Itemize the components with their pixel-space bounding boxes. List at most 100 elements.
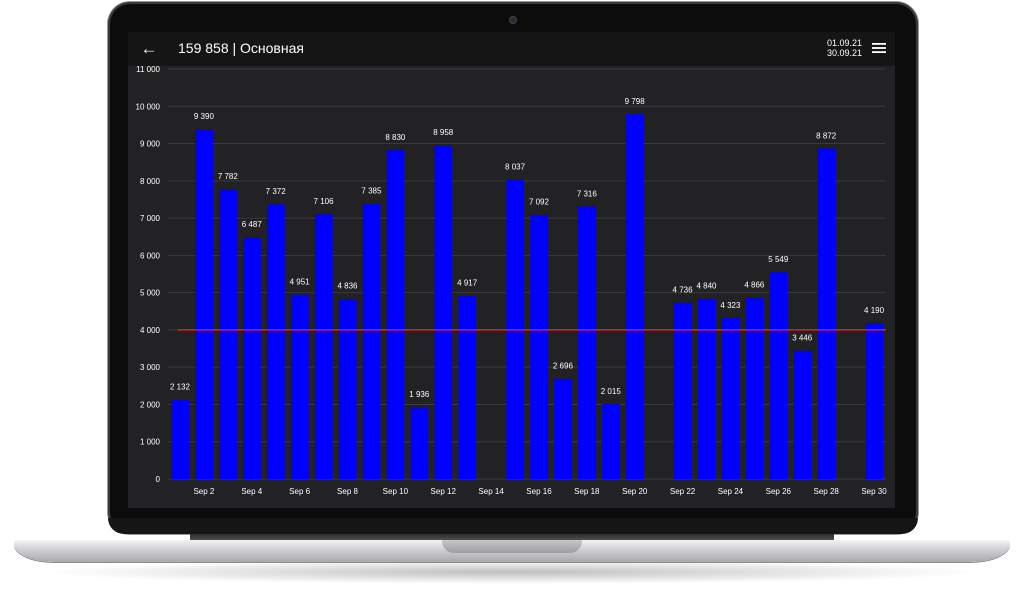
bar[interactable] <box>625 113 644 479</box>
bar[interactable] <box>721 317 740 479</box>
bar[interactable] <box>793 350 812 479</box>
date-from: 01.09.21 <box>826 38 862 48</box>
bar-value-label: 8 872 <box>816 131 837 140</box>
date-to: 30.09.21 <box>826 48 862 58</box>
bar-value-label: 8 958 <box>433 128 454 137</box>
bar-value-label: 3 446 <box>792 334 813 343</box>
bar-value-label: 9 798 <box>625 97 646 106</box>
bar[interactable] <box>506 179 524 479</box>
bar-value-label: 7 316 <box>577 189 598 198</box>
date-range[interactable]: 01.09.21 30.09.21 <box>827 38 862 58</box>
x-tick-label: Sep 10 <box>383 487 409 496</box>
y-tick-label: 0 <box>156 475 161 484</box>
bar-value-label: 9 390 <box>194 112 215 121</box>
laptop-shadow <box>40 560 984 584</box>
bottom-bezel <box>108 518 918 534</box>
x-tick-label: Sep 24 <box>718 487 744 496</box>
bar-value-label: 7 106 <box>314 197 335 206</box>
bar-value-label: 5 549 <box>768 255 789 264</box>
bar-value-label: 8 037 <box>505 162 526 171</box>
app-bar: ← 159 858 | Основная 01.09.21 30.09.21 <box>128 32 895 66</box>
bar[interactable] <box>171 399 189 479</box>
x-tick-label: Sep 26 <box>766 487 792 496</box>
bar[interactable] <box>817 148 836 480</box>
bar[interactable] <box>554 378 572 479</box>
laptop-notch <box>442 540 582 553</box>
bar[interactable] <box>745 297 764 479</box>
x-tick-label: Sep 14 <box>478 487 504 496</box>
y-tick-label: 3 000 <box>140 363 161 372</box>
bar[interactable] <box>673 302 692 479</box>
bar-value-label: 4 951 <box>290 277 311 286</box>
bar[interactable] <box>195 129 213 479</box>
x-tick-label: Sep 16 <box>526 487 552 496</box>
x-tick-label: Sep 18 <box>574 487 600 496</box>
bar-value-label: 2 015 <box>601 387 622 396</box>
y-tick-label: 11 000 <box>136 66 160 74</box>
bar[interactable] <box>434 145 453 479</box>
y-tick-label: 4 000 <box>140 326 161 335</box>
x-tick-label: Sep 30 <box>861 487 887 496</box>
laptop-lid: ← 159 858 | Основная 01.09.21 30.09.21 0… <box>108 2 918 534</box>
bar-value-label: 2 696 <box>553 362 574 371</box>
bar[interactable] <box>697 298 716 479</box>
y-axis: 0 1 000 2 000 3 000 4 000 5 000 6 000 7 000 8 00… <box>136 66 161 484</box>
bar-value-label: 4 323 <box>720 301 741 310</box>
page-title: 159 858 | Основная <box>178 40 304 56</box>
bar[interactable] <box>410 406 429 479</box>
bar[interactable] <box>290 294 309 479</box>
x-tick-label: Sep 8 <box>337 487 358 496</box>
menu-button[interactable] <box>871 40 887 56</box>
bar[interactable] <box>338 298 357 479</box>
bar-value-label: 2 132 <box>170 383 191 392</box>
bar[interactable] <box>218 188 237 479</box>
bar-value-label: 4 917 <box>457 279 478 288</box>
x-tick-label: Sep 22 <box>670 487 696 496</box>
y-tick-label: 5 000 <box>140 289 161 298</box>
x-tick-label: Sep 12 <box>431 487 457 496</box>
bar[interactable] <box>242 237 261 479</box>
x-tick-label: Sep 20 <box>622 487 648 496</box>
camera-icon <box>510 17 516 23</box>
bar[interactable] <box>458 295 477 479</box>
value-labels: 2 132 9 390 7 782 6 487 7 372 4 951 7 106 4 836… <box>170 97 885 399</box>
y-tick-label: 8 000 <box>140 177 161 186</box>
bar-value-label: 4 840 <box>696 282 717 291</box>
hamburger-menu-icon <box>872 43 886 53</box>
y-tick-label: 1 000 <box>140 438 161 447</box>
y-tick-label: 2 000 <box>140 400 161 409</box>
bar-value-label: 1 936 <box>409 390 430 399</box>
bar-value-label: 6 487 <box>242 220 263 229</box>
x-tick-label: Sep 6 <box>289 487 310 496</box>
bar[interactable] <box>362 203 381 479</box>
bar-chart: 0 1 000 2 000 3 000 4 000 5 000 6 000 7 000 8 00… <box>128 66 895 508</box>
bar-value-label: 4 866 <box>744 281 765 290</box>
bar-value-label: 4 190 <box>864 306 885 315</box>
arrow-left-icon: ← <box>140 39 158 58</box>
y-tick-label: 7 000 <box>140 214 161 223</box>
bar-value-label: 7 092 <box>529 198 550 207</box>
bar[interactable] <box>601 403 620 479</box>
laptop-hinge <box>190 534 834 542</box>
bar[interactable] <box>577 206 596 479</box>
bar-value-label: 4 736 <box>673 285 694 294</box>
back-button[interactable]: ← <box>138 38 160 60</box>
bar[interactable] <box>266 204 285 479</box>
bar-value-label: 8 830 <box>385 133 406 142</box>
bar[interactable] <box>865 322 883 479</box>
y-tick-label: 6 000 <box>140 251 161 260</box>
x-tick-label: Sep 28 <box>813 487 839 496</box>
bar[interactable] <box>386 149 405 479</box>
x-axis: Sep 2 Sep 4 Sep 6 Sep 8 Sep 10 Sep 12 Sep 14 Se… <box>193 487 887 496</box>
bar[interactable] <box>530 214 548 480</box>
bar-chart-svg: 0 1 000 2 000 3 000 4 000 5 000 6 000 7 000 8 00… <box>136 66 888 496</box>
x-tick-label: Sep 2 <box>193 487 214 496</box>
bar[interactable] <box>314 214 333 479</box>
app-screen: ← 159 858 | Основная 01.09.21 30.09.21 0… <box>128 32 895 508</box>
bar-value-label: 4 836 <box>337 282 358 291</box>
bar[interactable] <box>769 272 788 479</box>
bar-value-label: 7 782 <box>218 172 239 181</box>
bar-value-label: 7 385 <box>361 187 382 196</box>
x-tick-label: Sep 4 <box>241 487 262 496</box>
y-tick-label: 9 000 <box>140 140 161 149</box>
